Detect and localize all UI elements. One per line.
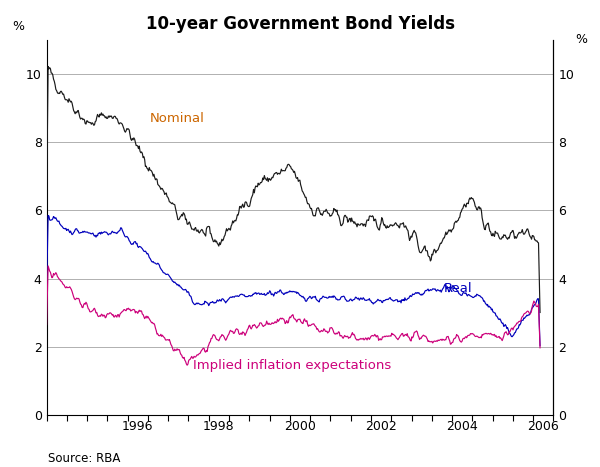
Text: Implied inflation expectations: Implied inflation expectations [193,359,391,372]
Text: Real: Real [444,282,473,295]
Text: Nominal: Nominal [150,112,205,125]
Y-axis label: %: % [575,33,587,46]
Title: 10-year Government Bond Yields: 10-year Government Bond Yields [146,15,455,33]
Y-axis label: %: % [13,20,25,33]
Text: Source: RBA: Source: RBA [48,453,121,465]
